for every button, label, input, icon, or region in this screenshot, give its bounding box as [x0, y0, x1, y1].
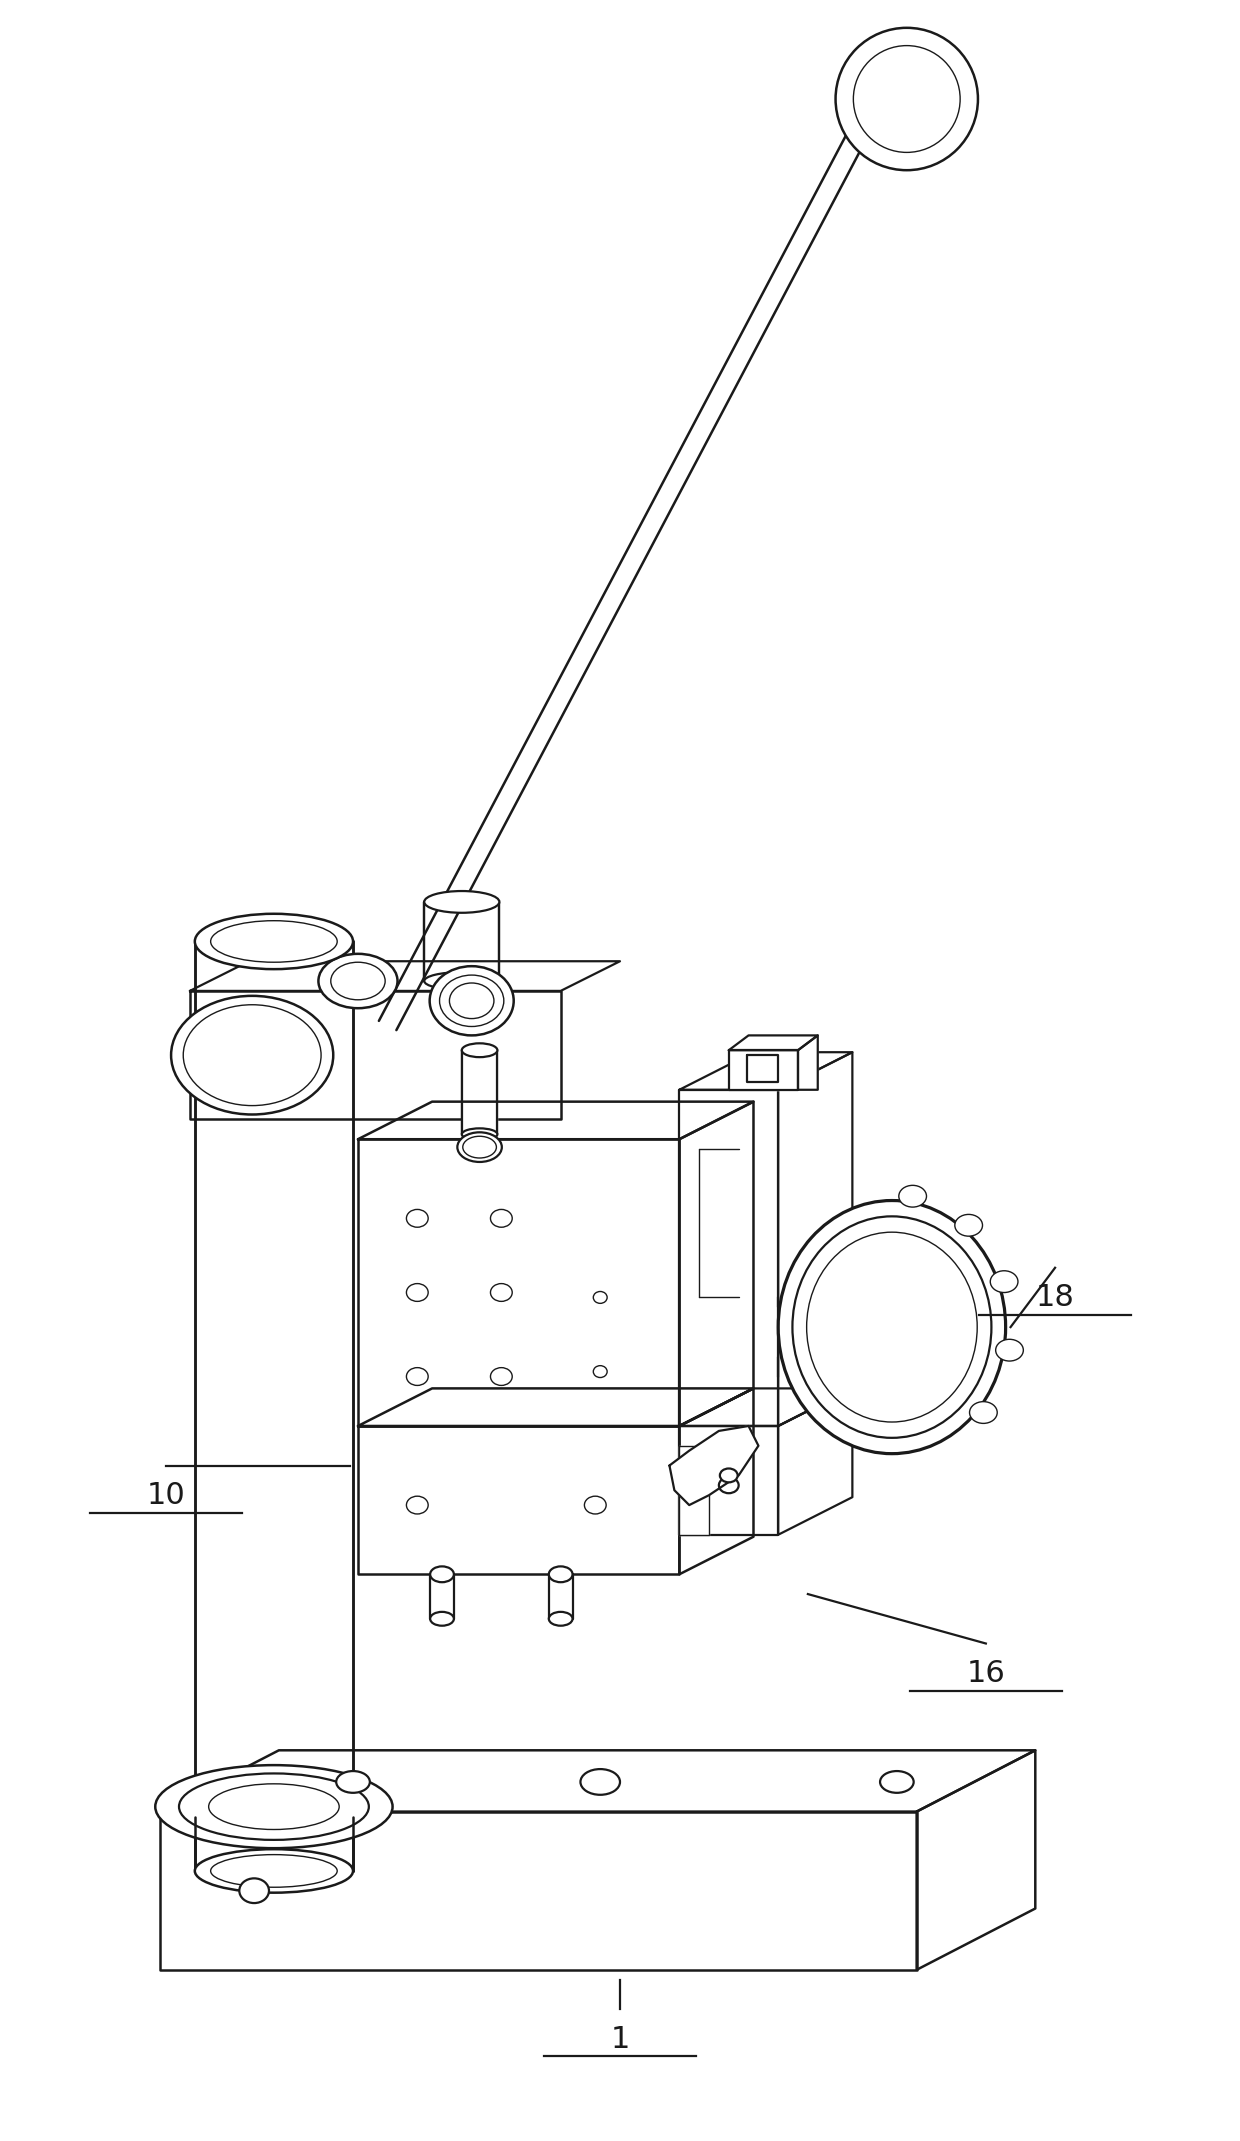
- Polygon shape: [461, 1051, 497, 1135]
- Ellipse shape: [336, 1771, 370, 1792]
- Ellipse shape: [155, 1764, 393, 1848]
- Ellipse shape: [407, 1368, 428, 1385]
- Ellipse shape: [430, 1567, 454, 1582]
- Polygon shape: [160, 1811, 916, 1970]
- Polygon shape: [799, 1036, 817, 1090]
- Ellipse shape: [424, 972, 500, 989]
- Ellipse shape: [719, 1477, 739, 1492]
- Ellipse shape: [461, 1043, 497, 1058]
- Ellipse shape: [491, 1210, 512, 1227]
- Ellipse shape: [463, 1137, 496, 1158]
- Circle shape: [853, 45, 960, 152]
- Ellipse shape: [807, 1233, 977, 1422]
- Polygon shape: [916, 1751, 1035, 1970]
- Ellipse shape: [991, 1272, 1018, 1293]
- Ellipse shape: [461, 1128, 497, 1141]
- Ellipse shape: [955, 1214, 982, 1235]
- Ellipse shape: [211, 1854, 337, 1886]
- Ellipse shape: [458, 1133, 502, 1163]
- Polygon shape: [358, 1387, 754, 1426]
- Ellipse shape: [580, 1768, 620, 1794]
- Ellipse shape: [491, 1368, 512, 1385]
- Ellipse shape: [970, 1402, 997, 1424]
- Polygon shape: [779, 1387, 852, 1535]
- Text: 1: 1: [610, 2025, 630, 2053]
- Ellipse shape: [584, 1497, 606, 1514]
- Ellipse shape: [319, 955, 398, 1008]
- Polygon shape: [746, 1056, 779, 1081]
- Ellipse shape: [331, 961, 386, 1000]
- Polygon shape: [680, 1445, 709, 1535]
- Polygon shape: [358, 1139, 680, 1426]
- Polygon shape: [190, 991, 560, 1120]
- Ellipse shape: [792, 1216, 992, 1439]
- Ellipse shape: [429, 966, 513, 1036]
- Text: 10: 10: [146, 1482, 186, 1509]
- Ellipse shape: [239, 1878, 269, 1903]
- Polygon shape: [680, 1103, 754, 1426]
- Polygon shape: [358, 1103, 754, 1139]
- Ellipse shape: [430, 1612, 454, 1625]
- Polygon shape: [680, 1051, 852, 1090]
- Ellipse shape: [407, 1210, 428, 1227]
- Polygon shape: [680, 1387, 852, 1426]
- Polygon shape: [424, 901, 500, 981]
- Ellipse shape: [439, 974, 503, 1026]
- Circle shape: [836, 28, 978, 169]
- Ellipse shape: [720, 1469, 738, 1482]
- Polygon shape: [680, 1090, 779, 1426]
- Ellipse shape: [179, 1773, 368, 1839]
- Ellipse shape: [407, 1497, 428, 1514]
- Ellipse shape: [424, 891, 500, 912]
- Text: 16: 16: [966, 1659, 1006, 1687]
- Ellipse shape: [195, 914, 353, 970]
- Polygon shape: [190, 961, 620, 991]
- Ellipse shape: [208, 1783, 340, 1831]
- Ellipse shape: [549, 1567, 573, 1582]
- Ellipse shape: [449, 983, 494, 1019]
- Ellipse shape: [211, 921, 337, 961]
- Ellipse shape: [593, 1291, 608, 1304]
- Ellipse shape: [407, 1285, 428, 1302]
- Polygon shape: [670, 1426, 759, 1505]
- Ellipse shape: [593, 1366, 608, 1377]
- Ellipse shape: [491, 1285, 512, 1302]
- Polygon shape: [729, 1051, 799, 1090]
- Polygon shape: [160, 1751, 1035, 1811]
- Ellipse shape: [549, 1612, 573, 1625]
- Ellipse shape: [779, 1201, 1006, 1454]
- Ellipse shape: [880, 1771, 914, 1792]
- Polygon shape: [729, 1036, 817, 1051]
- Text: 18: 18: [1035, 1282, 1075, 1312]
- Polygon shape: [680, 1426, 779, 1535]
- Ellipse shape: [171, 996, 334, 1115]
- Polygon shape: [680, 1387, 754, 1574]
- Polygon shape: [779, 1051, 852, 1426]
- Polygon shape: [195, 942, 353, 1871]
- Ellipse shape: [996, 1340, 1023, 1362]
- Polygon shape: [358, 1426, 680, 1574]
- Ellipse shape: [184, 1004, 321, 1105]
- Ellipse shape: [899, 1186, 926, 1208]
- Ellipse shape: [195, 1850, 353, 1893]
